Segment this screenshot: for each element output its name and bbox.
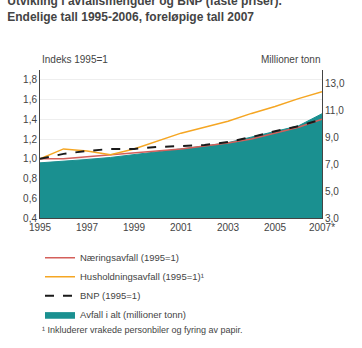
svg-text:¹ Inkluderer vrakede personbil: ¹ Inkluderer vrakede personbiler og fyri… xyxy=(42,325,243,335)
svg-text:13,0: 13,0 xyxy=(325,78,345,89)
svg-text:Avfall i alt (millioner tonn): Avfall i alt (millioner tonn) xyxy=(80,309,186,320)
svg-text:3,0: 3,0 xyxy=(325,213,339,224)
svg-text:1,8: 1,8 xyxy=(23,74,37,85)
svg-text:Næringsavfall (1995=1): Næringsavfall (1995=1) xyxy=(80,252,179,263)
svg-text:1999: 1999 xyxy=(123,222,146,233)
svg-text:2007*: 2007* xyxy=(309,222,335,233)
svg-text:Utvikling i avfallsmengder og: Utvikling i avfallsmengder og BNP (faste… xyxy=(7,0,282,24)
svg-text:11,0: 11,0 xyxy=(325,105,344,116)
svg-text:1,6: 1,6 xyxy=(23,94,37,105)
svg-text:1997: 1997 xyxy=(76,222,99,233)
svg-text:0,6: 0,6 xyxy=(23,193,37,204)
svg-text:Indeks 1995=1: Indeks 1995=1 xyxy=(42,54,108,65)
svg-text:9,0: 9,0 xyxy=(325,132,339,143)
svg-text:1,4: 1,4 xyxy=(23,114,37,125)
svg-text:5,0: 5,0 xyxy=(325,186,339,197)
svg-text:1995: 1995 xyxy=(29,222,52,233)
svg-text:1,2: 1,2 xyxy=(23,134,37,145)
svg-text:Millioner tonn: Millioner tonn xyxy=(261,54,320,65)
svg-text:0,8: 0,8 xyxy=(23,173,37,184)
svg-text:2005: 2005 xyxy=(264,222,287,233)
svg-text:2003: 2003 xyxy=(217,222,240,233)
svg-text:0,4: 0,4 xyxy=(23,213,37,224)
svg-text:Husholdningsavfall (1995=1)¹: Husholdningsavfall (1995=1)¹ xyxy=(80,271,204,282)
svg-text:2001: 2001 xyxy=(170,222,193,233)
svg-text:BNP (1995=1): BNP (1995=1) xyxy=(80,290,140,301)
svg-text:1,0: 1,0 xyxy=(23,153,37,164)
svg-text:7,0: 7,0 xyxy=(325,159,339,170)
